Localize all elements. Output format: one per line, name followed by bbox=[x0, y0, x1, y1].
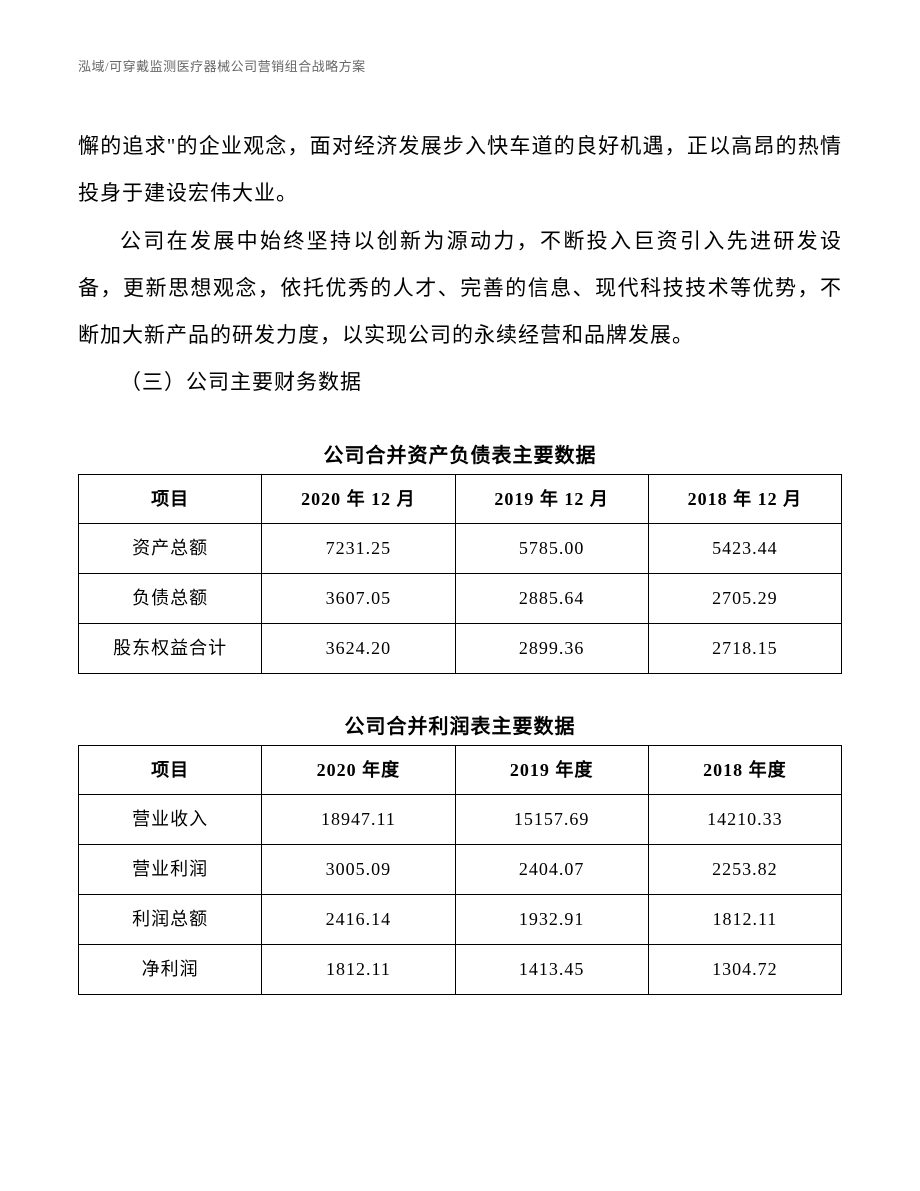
table-row: 资产总额 7231.25 5785.00 5423.44 bbox=[79, 524, 842, 574]
table-cell: 1304.72 bbox=[648, 944, 841, 994]
table-row: 营业利润 3005.09 2404.07 2253.82 bbox=[79, 845, 842, 895]
table-row: 股东权益合计 3624.20 2899.36 2718.15 bbox=[79, 623, 842, 673]
table-cell: 利润总额 bbox=[79, 895, 262, 945]
table-cell: 15157.69 bbox=[455, 795, 648, 845]
paragraph-2: 公司在发展中始终坚持以创新为源动力，不断投入巨资引入先进研发设备，更新思想观念，… bbox=[78, 218, 842, 360]
table-header-cell: 2018 年度 bbox=[648, 745, 841, 795]
table-header-cell: 2019 年 12 月 bbox=[455, 474, 648, 524]
table-cell: 1932.91 bbox=[455, 895, 648, 945]
table-header-cell: 2020 年 12 月 bbox=[262, 474, 455, 524]
table2-title: 公司合并利润表主要数据 bbox=[78, 710, 842, 739]
table-header-cell: 2018 年 12 月 bbox=[648, 474, 841, 524]
table-cell: 1812.11 bbox=[648, 895, 841, 945]
table-row: 营业收入 18947.11 15157.69 14210.33 bbox=[79, 795, 842, 845]
table-header-cell: 2019 年度 bbox=[455, 745, 648, 795]
table-cell: 2705.29 bbox=[648, 574, 841, 624]
table-cell: 5785.00 bbox=[455, 524, 648, 574]
table-header-cell: 项目 bbox=[79, 745, 262, 795]
table-cell: 2416.14 bbox=[262, 895, 455, 945]
table-cell: 5423.44 bbox=[648, 524, 841, 574]
income-statement-table: 项目 2020 年度 2019 年度 2018 年度 营业收入 18947.11… bbox=[78, 745, 842, 995]
table-cell: 资产总额 bbox=[79, 524, 262, 574]
table-cell: 净利润 bbox=[79, 944, 262, 994]
page-header: 泓域/可穿戴监测医疗器械公司营销组合战略方案 bbox=[78, 56, 842, 75]
table-cell: 股东权益合计 bbox=[79, 623, 262, 673]
table-cell: 2899.36 bbox=[455, 623, 648, 673]
table-row: 净利润 1812.11 1413.45 1304.72 bbox=[79, 944, 842, 994]
table1-title: 公司合并资产负债表主要数据 bbox=[78, 439, 842, 468]
table-cell: 18947.11 bbox=[262, 795, 455, 845]
table-header-cell: 2020 年度 bbox=[262, 745, 455, 795]
table-cell: 营业收入 bbox=[79, 795, 262, 845]
table-cell: 7231.25 bbox=[262, 524, 455, 574]
table-cell: 3005.09 bbox=[262, 845, 455, 895]
section-heading: （三）公司主要财务数据 bbox=[78, 359, 842, 406]
paragraph-1: 懈的追求"的企业观念，面对经济发展步入快车道的良好机遇，正以高昂的热情投身于建设… bbox=[78, 123, 842, 218]
table-row: 利润总额 2416.14 1932.91 1812.11 bbox=[79, 895, 842, 945]
table-cell: 2253.82 bbox=[648, 845, 841, 895]
table-cell: 1812.11 bbox=[262, 944, 455, 994]
balance-sheet-table: 项目 2020 年 12 月 2019 年 12 月 2018 年 12 月 资… bbox=[78, 474, 842, 674]
table-cell: 1413.45 bbox=[455, 944, 648, 994]
table-cell: 14210.33 bbox=[648, 795, 841, 845]
table-cell: 营业利润 bbox=[79, 845, 262, 895]
body-text-section: 懈的追求"的企业观念，面对经济发展步入快车道的良好机遇，正以高昂的热情投身于建设… bbox=[78, 123, 842, 359]
table-header-row: 项目 2020 年 12 月 2019 年 12 月 2018 年 12 月 bbox=[79, 474, 842, 524]
table-cell: 3607.05 bbox=[262, 574, 455, 624]
table-cell: 2404.07 bbox=[455, 845, 648, 895]
table-header-row: 项目 2020 年度 2019 年度 2018 年度 bbox=[79, 745, 842, 795]
table-cell: 3624.20 bbox=[262, 623, 455, 673]
table-row: 负债总额 3607.05 2885.64 2705.29 bbox=[79, 574, 842, 624]
table-header-cell: 项目 bbox=[79, 474, 262, 524]
table-cell: 负债总额 bbox=[79, 574, 262, 624]
table-cell: 2718.15 bbox=[648, 623, 841, 673]
table-cell: 2885.64 bbox=[455, 574, 648, 624]
